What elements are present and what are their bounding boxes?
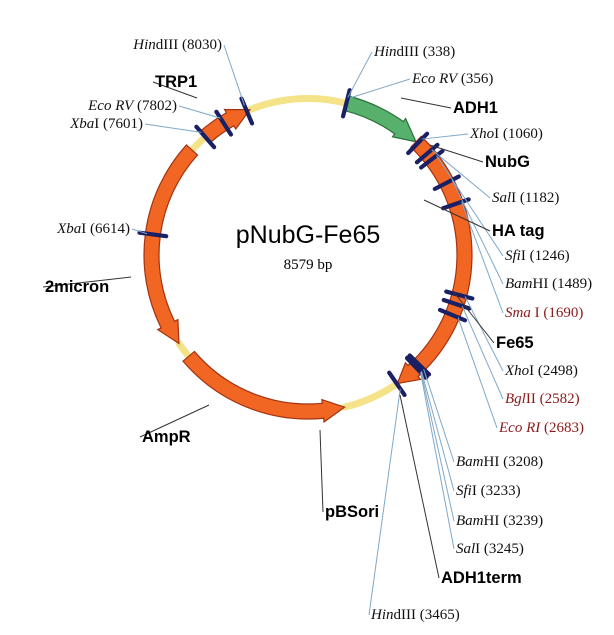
svg-text:SfiI (1246): SfiI (1246) <box>505 248 570 264</box>
svg-text:AmpR: AmpR <box>142 428 191 446</box>
svg-text:pBSori: pBSori <box>325 503 379 521</box>
svg-text:SalI (3245): SalI (3245) <box>456 541 524 557</box>
svg-text:SalI (1182): SalI (1182) <box>492 190 559 206</box>
svg-text:BamHI (3239): BamHI (3239) <box>456 513 543 529</box>
svg-text:Sma I (1690): Sma I (1690) <box>505 305 583 321</box>
svg-text:XbaI (6614): XbaI (6614) <box>56 221 130 237</box>
svg-text:SfiI (3233): SfiI (3233) <box>456 483 521 499</box>
svg-text:ADH1term: ADH1term <box>441 569 522 587</box>
svg-text:TRP1: TRP1 <box>155 73 197 91</box>
svg-text:HindIII (3465): HindIII (3465) <box>370 607 460 623</box>
svg-text:Fe65: Fe65 <box>496 334 534 352</box>
svg-text:2micron: 2micron <box>45 278 109 296</box>
svg-text:ADH1: ADH1 <box>453 99 498 117</box>
svg-text:NubG: NubG <box>485 153 530 171</box>
svg-text:BglII (2582): BglII (2582) <box>505 391 580 407</box>
svg-text:XbaI (7601): XbaI (7601) <box>69 116 143 132</box>
svg-text:XhoI (1060): XhoI (1060) <box>469 126 543 142</box>
svg-text:HindIII (8030): HindIII (8030) <box>132 37 222 53</box>
svg-text:Eco RI (2683): Eco RI (2683) <box>498 420 584 436</box>
svg-text:BamHI (3208): BamHI (3208) <box>456 454 543 470</box>
svg-text:Eco RV (356): Eco RV (356) <box>411 71 493 87</box>
svg-text:HA tag: HA tag <box>492 222 545 240</box>
svg-text:8579 bp: 8579 bp <box>284 257 333 273</box>
svg-text:HindIII (338): HindIII (338) <box>373 44 455 60</box>
svg-text:BamHI (1489): BamHI (1489) <box>505 276 592 292</box>
svg-text:pNubG-Fe65: pNubG-Fe65 <box>236 221 381 249</box>
svg-text:Eco RV (7802): Eco RV (7802) <box>87 98 177 114</box>
svg-text:XhoI (2498): XhoI (2498) <box>504 363 578 379</box>
